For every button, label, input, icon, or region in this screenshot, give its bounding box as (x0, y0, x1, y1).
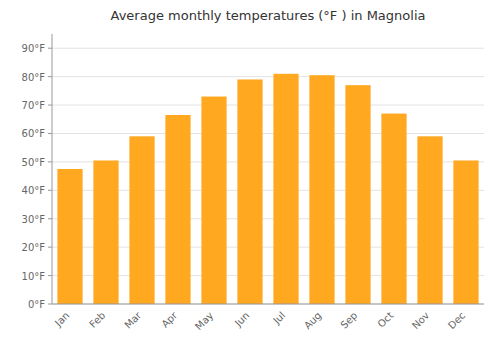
y-axis-line (52, 34, 53, 304)
y-tick-label: 80°F (22, 72, 46, 83)
bar (453, 160, 478, 304)
grid-line (52, 48, 484, 49)
bar (93, 160, 118, 304)
y-tick-label: 30°F (22, 214, 46, 225)
x-axis-line (52, 304, 484, 305)
x-tick-label: Sep (338, 310, 359, 331)
grid (52, 48, 484, 304)
bar (237, 79, 262, 304)
tick-mark (48, 247, 52, 248)
bar (165, 115, 190, 304)
x-tick-label: Dec (446, 310, 467, 331)
tick-mark (48, 275, 52, 276)
y-tick-label: 10°F (22, 271, 46, 282)
tick-mark (48, 161, 52, 162)
grid-line (52, 133, 484, 134)
bar (57, 169, 82, 304)
bar (381, 114, 406, 304)
bar (417, 136, 442, 304)
tick-mark (48, 105, 52, 106)
title: Average monthly temperatures (°F ) in Ma… (111, 8, 426, 23)
x-tick-label: Jul (270, 310, 287, 327)
y-tick-label: 40°F (22, 185, 46, 196)
x-tick-label: Apr (159, 309, 180, 330)
x-tick-label: Jan (52, 310, 71, 329)
x-tick-label: Mar (122, 309, 144, 331)
bar (129, 136, 154, 304)
bar (309, 75, 334, 304)
tick-mark (48, 304, 52, 305)
bar (273, 74, 298, 304)
tick-mark (48, 218, 52, 219)
grid-line (52, 76, 484, 77)
x-tick-label: May (193, 310, 215, 332)
y-tick-label: 90°F (22, 43, 46, 54)
y-tick-label: 60°F (22, 128, 46, 139)
grid-line (52, 304, 484, 305)
tick-mark (48, 76, 52, 77)
bar (345, 85, 370, 304)
x-tick-label: Nov (410, 310, 432, 332)
bars (57, 74, 478, 304)
chart: Average monthly temperatures (°F ) in Ma… (0, 0, 500, 350)
tick-mark (48, 133, 52, 134)
bar (201, 97, 226, 304)
y-tick-label: 50°F (22, 157, 46, 168)
grid-line (52, 105, 484, 106)
tick-mark (48, 190, 52, 191)
y-tick-label: 20°F (22, 242, 46, 253)
y-tick-label: 0°F (28, 299, 45, 310)
x-tick-label: Aug (302, 310, 324, 332)
tick-mark (48, 48, 52, 49)
x-tick-label: Feb (87, 310, 107, 330)
x-tick-label: Jun (232, 310, 252, 330)
x-tick-label: Oct (375, 310, 395, 330)
y-tick-label: 70°F (22, 100, 46, 111)
